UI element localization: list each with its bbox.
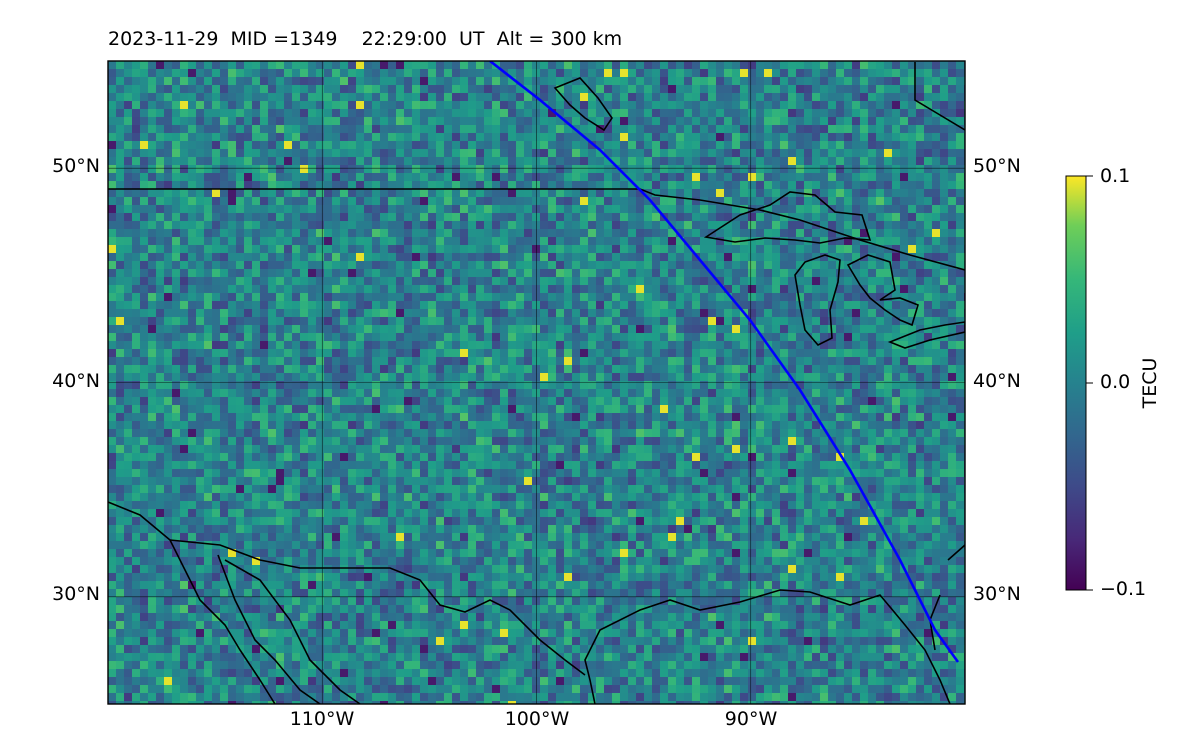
colorbar-tick-min: −0.1 — [1100, 578, 1147, 600]
lat-label-50-left: 50°N — [52, 155, 100, 177]
coastlines-borders — [108, 62, 965, 704]
lat-label-40-right: 40°N — [973, 370, 1021, 392]
lake-huron — [846, 254, 919, 327]
lat-label-40-left: 40°N — [52, 370, 100, 392]
baja-peninsula — [217, 554, 321, 704]
gulf-of-california — [224, 559, 361, 704]
us-mexico-border — [169, 539, 586, 676]
us-canada-border — [108, 188, 965, 271]
lon-label-90w: 90°W — [724, 708, 778, 730]
gulf-coast — [584, 589, 951, 704]
colorbar-tick-max: 0.1 — [1100, 165, 1131, 187]
tec-heatmap — [108, 61, 965, 704]
lat-label-30-left: 30°N — [52, 583, 100, 605]
colorbar-title: TECU — [1139, 357, 1161, 409]
pacific-coast — [108, 501, 276, 704]
lake-winnipeg — [553, 77, 613, 132]
map-frame — [107, 60, 966, 705]
lon-label-110w: 110°W — [289, 708, 355, 730]
lake-erie — [887, 321, 965, 349]
lat-label-30-right: 30°N — [973, 583, 1021, 605]
lon-label-100w: 100°W — [504, 708, 570, 730]
lat-label-50-right: 50°N — [973, 155, 1021, 177]
terminator-line — [489, 61, 960, 663]
florida-east — [947, 544, 965, 561]
map-gridlines — [108, 61, 965, 704]
hudson-coast — [914, 62, 965, 131]
colorbar — [1065, 175, 1087, 591]
lake-superior — [703, 191, 872, 244]
lake-michigan — [794, 254, 841, 346]
colorbar-tick-zero: 0.0 — [1100, 371, 1131, 393]
figure-title: 2023-11-29 MID =1349 22:29:00 UT Alt = 3… — [108, 28, 623, 50]
